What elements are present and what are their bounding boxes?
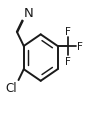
- Text: F: F: [65, 26, 71, 36]
- Text: Cl: Cl: [6, 82, 17, 95]
- Text: F: F: [65, 57, 71, 67]
- Text: N: N: [24, 7, 34, 20]
- Text: F: F: [77, 42, 83, 52]
